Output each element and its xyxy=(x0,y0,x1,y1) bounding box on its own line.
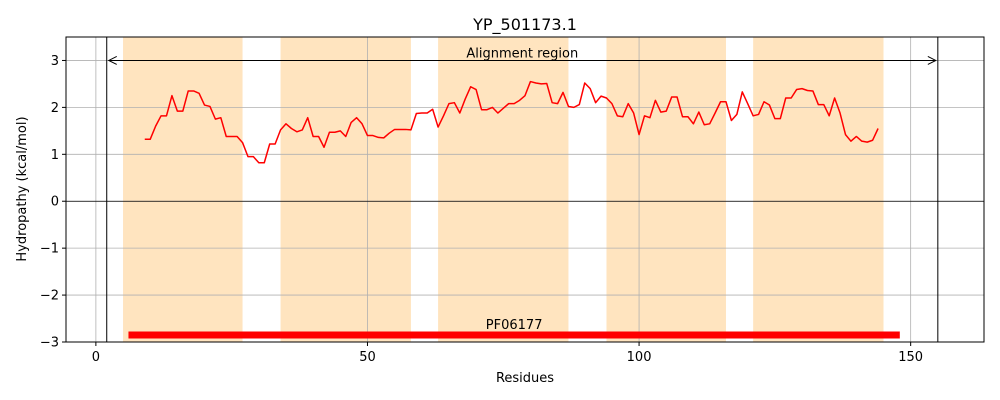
alignment-region-label: Alignment region xyxy=(466,46,578,61)
shaded-region xyxy=(280,37,411,342)
y-tick-label: 2 xyxy=(51,101,59,116)
y-tick-label: −3 xyxy=(40,336,59,351)
shaded-regions xyxy=(123,37,884,342)
shaded-region xyxy=(438,37,569,342)
x-tick-label: 150 xyxy=(898,350,923,365)
y-tick-label: 0 xyxy=(51,195,59,210)
alignment-region: Alignment region xyxy=(106,37,939,342)
y-tick-label: −1 xyxy=(40,242,59,257)
shaded-region xyxy=(606,37,726,342)
shaded-region xyxy=(123,37,243,342)
shaded-region xyxy=(753,37,884,342)
x-axis-label: Residues xyxy=(496,371,554,386)
y-axis-label: Hydropathy (kcal/mol) xyxy=(15,116,30,261)
x-axis-ticks: 0 50 100 150 xyxy=(92,342,923,365)
domain-bar-group: PF06177 xyxy=(128,318,900,339)
alignment-arrow-left-head xyxy=(107,56,117,65)
alignment-arrow-right-head xyxy=(927,56,937,65)
hydropathy-line xyxy=(144,80,879,164)
y-axis-ticks: −3 −2 −1 0 1 2 3 xyxy=(40,54,66,351)
plot-frame xyxy=(65,36,985,343)
y-tick-label: 3 xyxy=(51,54,59,69)
x-tick-label: 0 xyxy=(92,350,100,365)
x-tick-label: 100 xyxy=(627,350,652,365)
y-tick-label: 1 xyxy=(51,148,59,163)
series-group xyxy=(144,80,879,164)
x-tick-label: 50 xyxy=(359,350,376,365)
chart-title: YP_501173.1 xyxy=(472,15,577,35)
y-tick-label: −2 xyxy=(40,289,59,304)
domain-label: PF06177 xyxy=(486,318,543,333)
